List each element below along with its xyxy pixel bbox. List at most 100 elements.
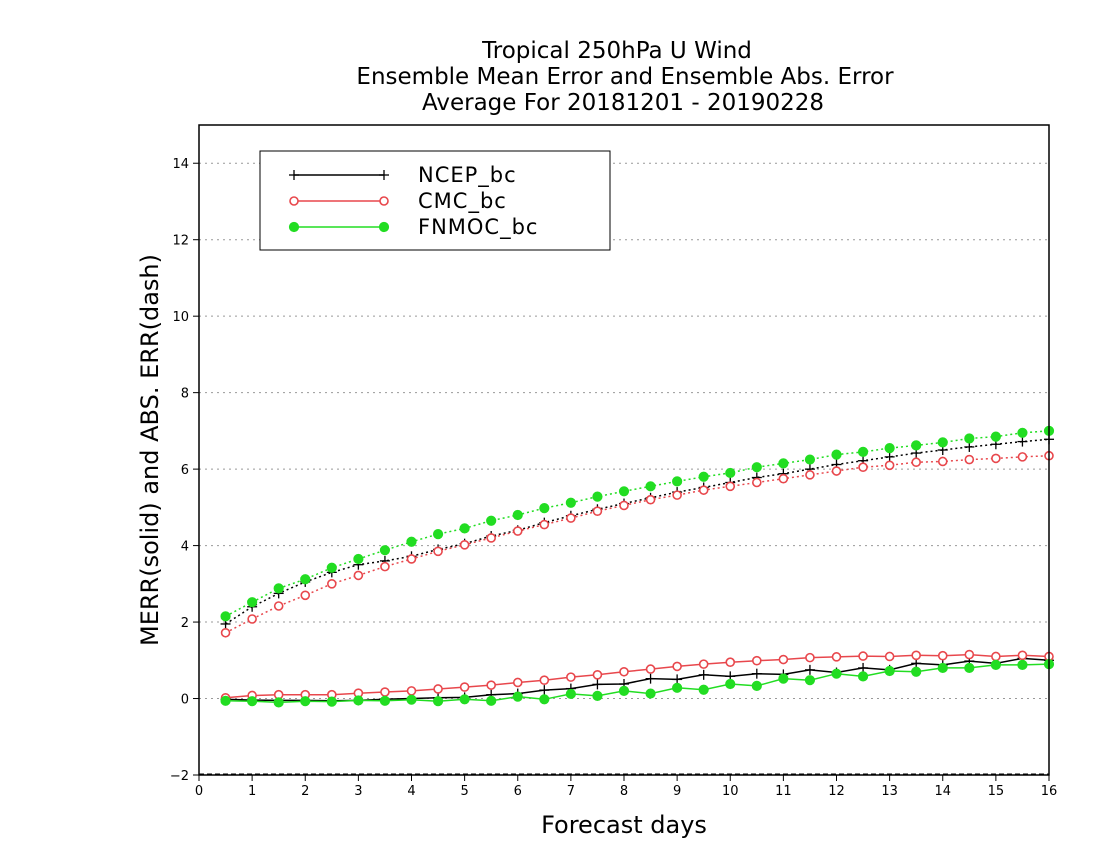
legend-marker (379, 196, 389, 206)
merr-point (725, 657, 736, 668)
abs-err-point (991, 453, 1001, 464)
merr-point (804, 675, 816, 686)
merr-point (1017, 650, 1028, 661)
abs-err-point (725, 481, 736, 492)
merr-point (486, 695, 497, 706)
legend-marker (289, 170, 299, 180)
chart-title-line-1: Tropical 250hPa U Wind (481, 38, 752, 64)
abs-err-point (566, 513, 576, 523)
merr-point (406, 694, 417, 705)
abs-err-point (1017, 452, 1028, 462)
x-tick-label: 15 (988, 784, 1005, 799)
abs-err-point (592, 506, 603, 516)
plot-frame (198, 124, 1050, 776)
abs-err-point (432, 529, 444, 540)
merr-point (406, 686, 417, 696)
abs-err-point (539, 519, 550, 530)
x-tick-label: 13 (881, 784, 898, 799)
merr-point (353, 695, 364, 706)
abs-err-point (698, 471, 709, 482)
merr-point (220, 695, 231, 706)
abs-err-point (911, 440, 922, 451)
legend-marker (379, 170, 389, 180)
abs-err-point (459, 540, 470, 550)
chart-title-line-3: Average For 20181201 - 20190228 (422, 90, 824, 116)
merr-point (566, 672, 576, 682)
merr-point (539, 694, 550, 705)
abs-err-point (645, 494, 656, 505)
abs-err-point (698, 485, 709, 495)
abs-err-point (858, 462, 868, 473)
abs-err-point (884, 451, 895, 462)
x-tick-label: 6 (514, 784, 522, 799)
abs-err-point (831, 449, 842, 460)
merr-point (937, 662, 948, 674)
abs-err-point (1017, 427, 1028, 438)
merr-point (273, 697, 284, 708)
merr-point (804, 664, 815, 675)
abs-err-point (433, 546, 443, 557)
abs-err-point (486, 533, 496, 543)
abs-err-point (964, 433, 975, 444)
abs-err-point (247, 614, 257, 624)
abs-err-point (459, 523, 470, 534)
grid-lines (199, 162, 1049, 775)
legend-label: FNMOC_bc (418, 215, 538, 240)
merr-point (645, 688, 656, 699)
x-tick-label: 0 (195, 784, 203, 799)
merr-point (592, 670, 603, 680)
merr-point (911, 666, 922, 677)
merr-point (752, 655, 762, 666)
abs-err-point (300, 574, 311, 585)
abs-err-point (247, 597, 258, 608)
abs-err-point (990, 431, 1001, 442)
abs-err-point (805, 470, 815, 480)
merr-point (565, 688, 576, 700)
legend-label: NCEP_bc (418, 163, 517, 188)
merr-point (778, 654, 789, 665)
abs-err-point (300, 590, 311, 601)
series-layer (220, 425, 1055, 708)
x-tick-label: 2 (301, 784, 309, 799)
x-tick-label: 3 (354, 784, 362, 799)
y-tick-label: 2 (181, 616, 189, 631)
merr-point (539, 675, 550, 685)
abs-err-point (220, 627, 231, 638)
merr-point (645, 664, 656, 674)
y-tick-label: 6 (181, 463, 189, 478)
abs-err-point (406, 536, 417, 547)
abs-err-point (327, 579, 337, 589)
legend-marker (288, 221, 300, 233)
merr-point (433, 684, 443, 694)
abs-err-point (406, 554, 417, 564)
merr-point (247, 696, 258, 707)
legend-marker (289, 196, 299, 206)
merr-point (512, 691, 523, 702)
merr-point (725, 678, 736, 690)
abs-err-point (645, 481, 656, 492)
abs-err-point (273, 583, 284, 594)
abs-err-point (857, 446, 869, 458)
y-tick-label: 4 (181, 540, 189, 555)
legend-entry: NCEP_bc (289, 163, 517, 188)
merr-point (884, 665, 895, 677)
abs-err-point (512, 509, 523, 521)
abs-err-point (778, 473, 789, 484)
x-tick-label: 7 (567, 784, 575, 799)
legend-entry: FNMOC_bc (288, 215, 538, 240)
x-tick-label: 12 (828, 784, 845, 799)
abs-err-point (751, 462, 762, 473)
merr-point (698, 669, 709, 680)
merr-point (751, 668, 762, 679)
legend-marker (378, 221, 390, 233)
merr-point (964, 662, 975, 674)
merr-point (486, 680, 496, 690)
abs-err-point (937, 437, 948, 448)
merr-point (964, 649, 975, 660)
merr-point (618, 685, 630, 696)
abs-err-point (778, 458, 789, 469)
x-tick-label: 14 (934, 784, 951, 799)
y-tick-label: −2 (170, 769, 189, 784)
y-axis-label: MERR(solid) and ABS. ERR(dash) (136, 254, 164, 646)
